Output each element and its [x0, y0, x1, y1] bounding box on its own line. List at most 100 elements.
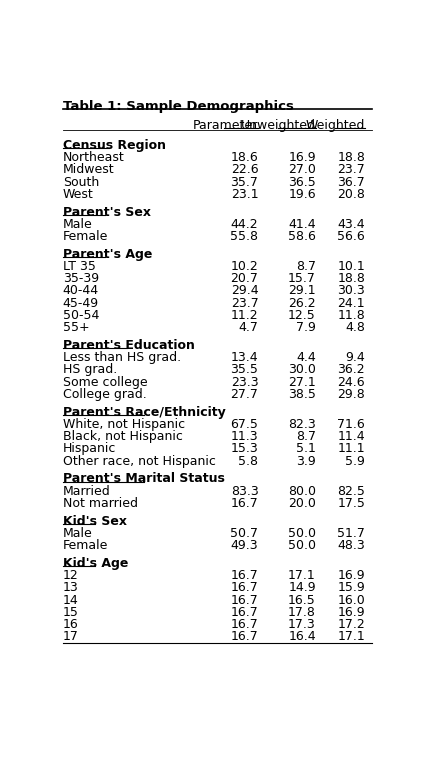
Text: 13: 13: [63, 581, 78, 594]
Text: 17.2: 17.2: [338, 618, 365, 631]
Text: 5.8: 5.8: [238, 455, 258, 468]
Text: LT 35: LT 35: [63, 260, 96, 273]
Text: 29.1: 29.1: [288, 285, 316, 298]
Text: 22.6: 22.6: [231, 164, 258, 176]
Text: 16.7: 16.7: [231, 593, 258, 606]
Text: 13.4: 13.4: [231, 351, 258, 364]
Text: Parameter: Parameter: [193, 119, 258, 132]
Text: 55.8: 55.8: [230, 230, 258, 243]
Text: 11.8: 11.8: [338, 309, 365, 322]
Text: 5.1: 5.1: [296, 442, 316, 456]
Text: 41.4: 41.4: [288, 218, 316, 231]
Text: 51.7: 51.7: [338, 527, 365, 540]
Text: 18.8: 18.8: [338, 151, 365, 164]
Text: 23.3: 23.3: [231, 375, 258, 389]
Text: 55+: 55+: [63, 321, 89, 335]
Text: 45-49: 45-49: [63, 297, 99, 310]
Text: 82.3: 82.3: [288, 418, 316, 431]
Text: 17.8: 17.8: [288, 606, 316, 619]
Text: 4.4: 4.4: [296, 351, 316, 364]
Text: Parent's Age: Parent's Age: [63, 248, 152, 260]
Text: 18.6: 18.6: [231, 151, 258, 164]
Text: 36.2: 36.2: [338, 363, 365, 376]
Text: 50.0: 50.0: [288, 527, 316, 540]
Text: 7.9: 7.9: [296, 321, 316, 335]
Text: 11.1: 11.1: [338, 442, 365, 456]
Text: 16.5: 16.5: [288, 593, 316, 606]
Text: 48.3: 48.3: [338, 539, 365, 552]
Text: 71.6: 71.6: [338, 418, 365, 431]
Text: Female: Female: [63, 539, 108, 552]
Text: 27.1: 27.1: [288, 375, 316, 389]
Text: Female: Female: [63, 230, 108, 243]
Text: 15.7: 15.7: [288, 273, 316, 285]
Text: 27.7: 27.7: [231, 388, 258, 401]
Text: 82.5: 82.5: [338, 484, 365, 497]
Text: 14: 14: [63, 593, 78, 606]
Text: Some college: Some college: [63, 375, 148, 389]
Text: 43.4: 43.4: [338, 218, 365, 231]
Text: 30.0: 30.0: [288, 363, 316, 376]
Text: 23.1: 23.1: [231, 188, 258, 201]
Text: 14.9: 14.9: [288, 581, 316, 594]
Text: 16.9: 16.9: [288, 151, 316, 164]
Text: 17.3: 17.3: [288, 618, 316, 631]
Text: 15.9: 15.9: [338, 581, 365, 594]
Text: 26.2: 26.2: [288, 297, 316, 310]
Text: 50-54: 50-54: [63, 309, 99, 322]
Text: 16.9: 16.9: [338, 569, 365, 582]
Text: 58.6: 58.6: [288, 230, 316, 243]
Text: 11.4: 11.4: [338, 430, 365, 443]
Text: 29.8: 29.8: [338, 388, 365, 401]
Text: 15: 15: [63, 606, 79, 619]
Text: 67.5: 67.5: [231, 418, 258, 431]
Text: South: South: [63, 176, 99, 188]
Text: 16.7: 16.7: [231, 606, 258, 619]
Text: Northeast: Northeast: [63, 151, 125, 164]
Text: West: West: [63, 188, 94, 201]
Text: 23.7: 23.7: [338, 164, 365, 176]
Text: 36.5: 36.5: [288, 176, 316, 188]
Text: HS grad.: HS grad.: [63, 363, 117, 376]
Text: 8.7: 8.7: [296, 260, 316, 273]
Text: 27.0: 27.0: [288, 164, 316, 176]
Text: 16.0: 16.0: [338, 593, 365, 606]
Text: 80.0: 80.0: [288, 484, 316, 497]
Text: 16.7: 16.7: [231, 569, 258, 582]
Text: Kid's Age: Kid's Age: [63, 557, 128, 570]
Text: 49.3: 49.3: [231, 539, 258, 552]
Text: 35-39: 35-39: [63, 273, 99, 285]
Text: 56.6: 56.6: [338, 230, 365, 243]
Text: 16.7: 16.7: [231, 631, 258, 643]
Text: 17.1: 17.1: [338, 631, 365, 643]
Text: 36.7: 36.7: [338, 176, 365, 188]
Text: 19.6: 19.6: [288, 188, 316, 201]
Text: 50.7: 50.7: [230, 527, 258, 540]
Text: 4.8: 4.8: [345, 321, 365, 335]
Text: 29.4: 29.4: [231, 285, 258, 298]
Text: 40-44: 40-44: [63, 285, 99, 298]
Text: 11.3: 11.3: [231, 430, 258, 443]
Text: 83.3: 83.3: [231, 484, 258, 497]
Text: 17.1: 17.1: [288, 569, 316, 582]
Text: Parent's Sex: Parent's Sex: [63, 205, 151, 219]
Text: White, not Hispanic: White, not Hispanic: [63, 418, 185, 431]
Text: 23.7: 23.7: [231, 297, 258, 310]
Text: 24.1: 24.1: [338, 297, 365, 310]
Text: Weighted: Weighted: [306, 119, 365, 132]
Text: 16.7: 16.7: [231, 581, 258, 594]
Text: 15.3: 15.3: [231, 442, 258, 456]
Text: Less than HS grad.: Less than HS grad.: [63, 351, 181, 364]
Text: 5.9: 5.9: [345, 455, 365, 468]
Text: 35.5: 35.5: [231, 363, 258, 376]
Text: Parent's Marital Status: Parent's Marital Status: [63, 472, 225, 485]
Text: 20.7: 20.7: [231, 273, 258, 285]
Text: Parent's Education: Parent's Education: [63, 339, 195, 352]
Text: Midwest: Midwest: [63, 164, 114, 176]
Text: Kid's Sex: Kid's Sex: [63, 515, 127, 528]
Text: Not married: Not married: [63, 497, 138, 510]
Text: 44.2: 44.2: [231, 218, 258, 231]
Text: 50.0: 50.0: [288, 539, 316, 552]
Text: 16: 16: [63, 618, 78, 631]
Text: 12.5: 12.5: [288, 309, 316, 322]
